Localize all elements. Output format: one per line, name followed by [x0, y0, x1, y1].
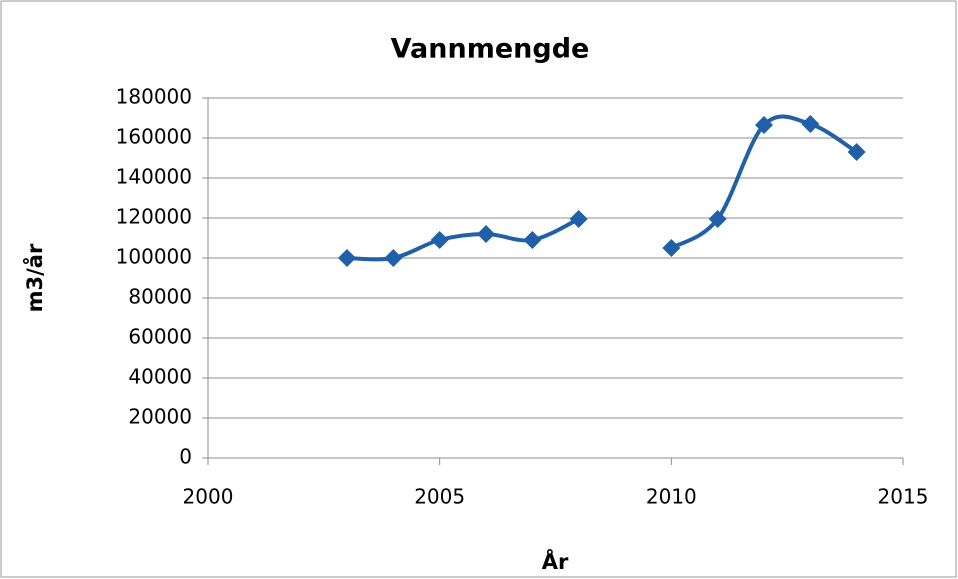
marker: [569, 210, 588, 228]
marker: [477, 225, 495, 243]
y-tick-label: 120000: [116, 205, 192, 229]
marker: [662, 239, 681, 257]
marker: [847, 143, 866, 161]
x-tick-label: 2015: [878, 485, 929, 509]
marker: [523, 231, 542, 249]
y-tick-label: 60000: [128, 325, 192, 349]
chart-title: Vannmengde: [391, 34, 590, 65]
y-tick-label: 20000: [128, 405, 192, 429]
y-tick-label: 0: [179, 445, 192, 469]
y-tick-label: 160000: [116, 125, 192, 149]
y-tick-label: 100000: [116, 245, 192, 269]
marker: [708, 210, 727, 228]
marker: [384, 249, 403, 267]
marker: [755, 116, 773, 134]
y-axis-label: m3/år: [22, 243, 47, 312]
x-tick-label: 2010: [646, 485, 697, 509]
y-tick-label: 40000: [128, 365, 192, 389]
y-tick-label: 140000: [116, 165, 192, 189]
y-tick-label: 80000: [128, 285, 192, 309]
marker: [430, 231, 449, 249]
x-tick-label: 2005: [414, 485, 465, 509]
x-tick-label: 2000: [183, 485, 234, 509]
x-axis-label: År: [542, 549, 569, 574]
marker: [801, 115, 820, 133]
marker: [338, 249, 356, 267]
y-tick-label: 180000: [116, 85, 192, 109]
